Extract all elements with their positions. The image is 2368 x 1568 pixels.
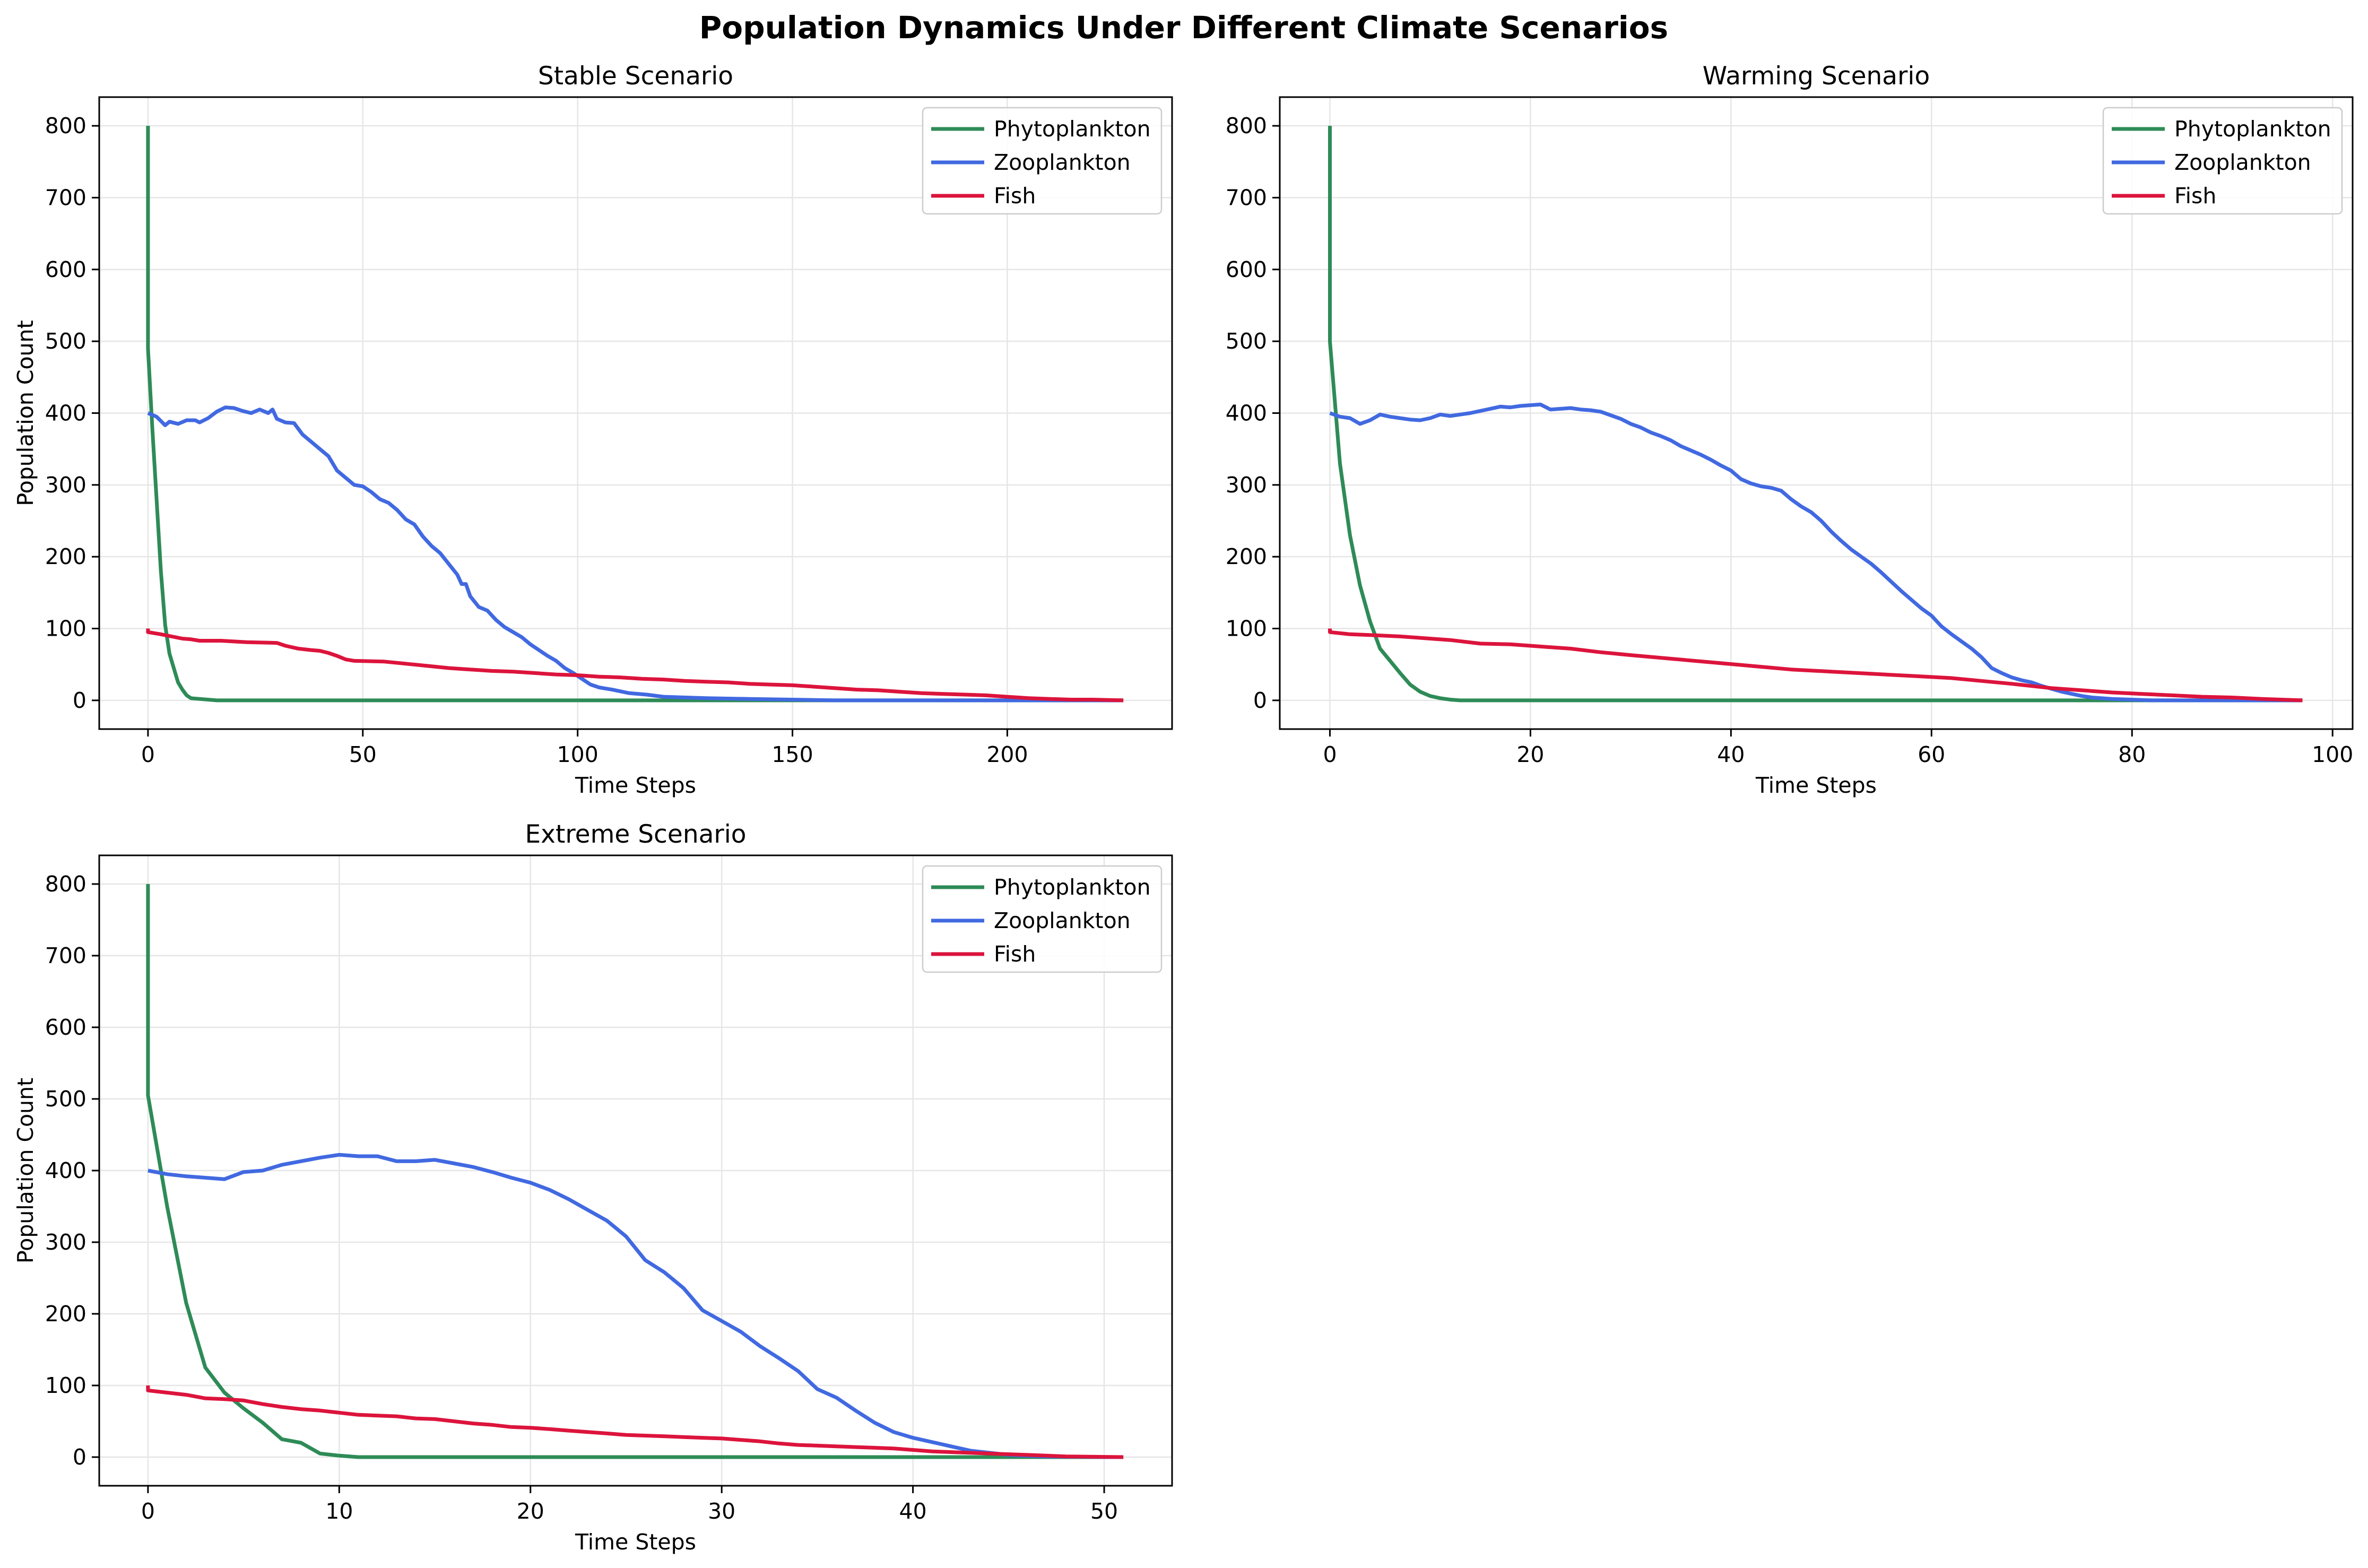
y-tick-label: 0 [1253,688,1267,713]
x-axis-label: Time Steps [575,1529,696,1555]
x-tick-label: 30 [708,1498,735,1524]
y-tick-label: 200 [45,1301,86,1327]
y-tick-label: 600 [1226,257,1267,282]
y-tick-label: 600 [45,257,86,282]
chart-panel-1: 0 50 100 150 200 0 100 200 300 400 500 600 700 800 Sta… [13,62,1173,798]
y-tick-label: 300 [45,472,86,498]
y-tick-label: 200 [45,544,86,569]
chart-panel-2: 0 20 40 60 80 1000100200300400500600700800War… [13,62,2354,798]
y-tick-label: 700 [1226,185,1267,210]
y-tick-label: 500 [45,1086,86,1112]
legend-label-phytoplankton: Phytoplankton [2174,116,2331,142]
x-tick-label: 0 [1323,742,1337,767]
series-line-fish [146,1385,1124,1459]
y-tick-label: 300 [1226,472,1267,498]
series-line-zooplankton [1329,402,2303,703]
chart-panels: 0 50 100 150 2000100200300400500600700800Sta… [13,62,2354,1555]
x-tick-label: 150 [771,742,813,767]
y-tick-label: 700 [45,185,86,210]
series-line-phytoplankton [1328,126,2303,703]
legend-label-fish: Fish [994,941,1036,967]
legend-box [922,107,1163,215]
series-line-fish [146,628,1124,703]
legend-label-fish: Fish [994,183,1036,209]
y-tick-label: 600 [45,1015,86,1040]
x-tick-label: 20 [1516,742,1544,767]
x-tick-label: 0 [141,1498,155,1524]
legend-label-fish: Fish [2174,183,2216,209]
x-tick-label: 40 [899,1498,927,1524]
x-tick-label: 0 [141,742,155,767]
x-tick-label: 80 [2118,742,2146,767]
figure-suptitle: Population Dynamics Under Different Clim… [699,10,1668,46]
x-tick-label: 100 [2312,742,2353,767]
chart-panel-3: 0 10 20 30 40 500100200300400500600700800Extr… [13,820,1173,1555]
y-axis-label: Population Count [13,320,38,506]
y-tick-label: 0 [73,688,86,713]
x-tick-label: 10 [325,1498,353,1524]
legend-label-zooplankton: Zooplankton [994,908,1131,933]
y-tick-label: 700 [45,943,86,968]
x-tick-label: 50 [1090,1498,1118,1524]
y-axis-label: Population Count [13,1078,38,1263]
y-tick-label: 400 [45,1158,86,1183]
x-axis-label: Time Steps [575,773,696,798]
x-tick-label: 20 [517,1498,544,1524]
legend-label-zooplankton: Zooplankton [2174,150,2311,175]
panel-title: Warming Scenario [1703,62,1930,91]
legend-label-phytoplankton: Phytoplankton [994,116,1151,142]
legend-label-zooplankton: Zooplankton [994,150,1131,175]
legend-box [922,865,1163,973]
y-tick-label: 100 [1226,616,1267,642]
series-line-zooplankton [147,405,1124,703]
x-tick-label: 40 [1717,742,1745,767]
legend: Phytoplankton Zooplankton Fish [2102,107,2343,215]
series-line-zooplankton [148,1153,1124,1459]
y-tick-label: 500 [1226,328,1267,354]
y-tick-label: 100 [45,1373,86,1398]
x-tick-label: 100 [557,742,598,767]
series-line-phytoplankton [146,126,1124,703]
legend-label-phytoplankton: Phytoplankton [994,874,1151,900]
y-tick-label: 800 [45,871,86,897]
panel-title: Extreme Scenario [525,820,746,849]
legend: Phytoplankton Zooplankton Fish [922,107,1163,215]
x-tick-label: 200 [986,742,1028,767]
y-tick-label: 400 [45,401,86,426]
x-tick-label: 50 [349,742,377,767]
x-axis-label: Time Steps [1755,773,1877,798]
series-line-fish [1328,628,2303,703]
y-tick-label: 300 [45,1229,86,1255]
legend: Phytoplankton Zooplankton Fish [922,865,1163,973]
y-tick-label: 100 [45,616,86,642]
y-tick-label: 0 [73,1444,86,1470]
panel-title: Stable Scenario [538,62,733,91]
y-axis-label: Population Count [13,320,38,506]
y-tick-label: 800 [45,113,86,138]
x-tick-label: 60 [1918,742,1945,767]
y-tick-label: 400 [1226,401,1267,426]
y-tick-label: 500 [45,328,86,354]
y-tick-label: 200 [1226,544,1267,569]
series-line-phytoplankton [146,884,1124,1459]
y-tick-label: 800 [1226,113,1267,138]
legend-box [2102,107,2343,215]
